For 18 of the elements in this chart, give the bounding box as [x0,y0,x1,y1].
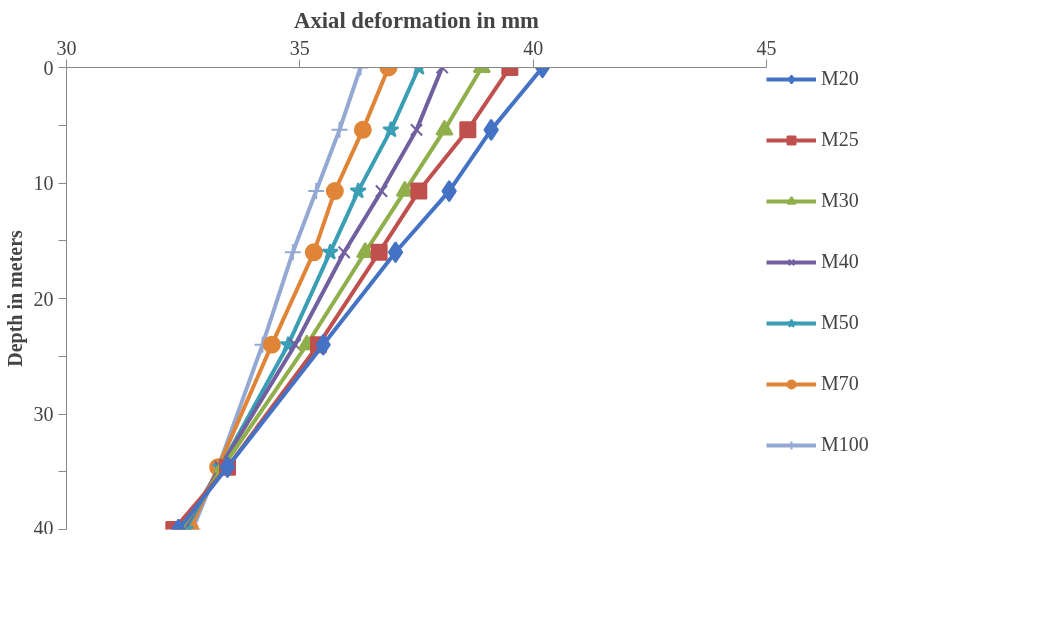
chart-title: Axial deformation in mm [294,7,540,33]
x-tick-label: 45 [756,36,777,59]
legend-label: M25 [821,128,860,151]
y-tick-label: 30 [33,403,54,425]
x-tick-label: 40 [523,36,544,59]
y-axis-title: Depth in meters [3,229,27,367]
legend-label: M40 [821,250,860,273]
x-tick-label: 30 [56,36,77,59]
legend-label: M30 [821,189,860,212]
y-tick-label: 10 [33,172,54,194]
y-tick-label: 0 [43,56,54,79]
legend-label: M20 [821,67,860,90]
legend-label: M100 [821,433,869,456]
y-tick-label: 40 [33,516,54,539]
x-tick-label: 35 [289,36,310,59]
legend-label: M70 [821,372,860,395]
y-tick-label: 20 [33,287,54,310]
legend-label: M50 [821,311,860,334]
